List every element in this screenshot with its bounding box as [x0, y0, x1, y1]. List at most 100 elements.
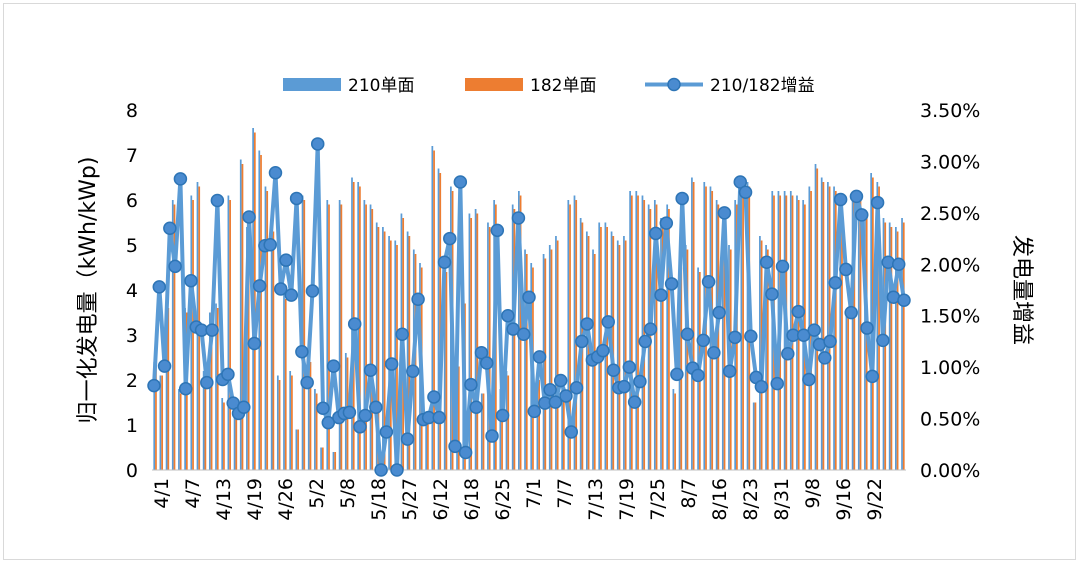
- gain-marker: [707, 345, 721, 360]
- bar-182: [309, 362, 312, 470]
- gain-marker: [738, 185, 753, 200]
- gain-marker: [659, 216, 674, 230]
- y-right-tick-label: 3.00%: [920, 151, 980, 173]
- bar-210: [394, 240, 397, 470]
- y-left-tick-label: 1: [126, 415, 138, 437]
- gain-marker: [796, 328, 811, 343]
- bar-182: [365, 204, 367, 470]
- bar-210: [202, 371, 205, 470]
- gain-marker: [305, 284, 320, 298]
- bar-210: [666, 204, 669, 470]
- bar-182: [334, 452, 337, 470]
- bar-210: [332, 452, 335, 470]
- gain-marker: [691, 368, 705, 383]
- bar-182: [878, 186, 880, 470]
- gain-marker: [596, 343, 610, 358]
- gain-marker: [443, 231, 457, 246]
- bar-210: [388, 236, 390, 470]
- bar-182: [192, 200, 194, 470]
- gain-marker: [522, 290, 536, 304]
- bar-210: [363, 200, 366, 470]
- x-tick-label: 9/22: [864, 478, 886, 521]
- bar-210: [437, 168, 440, 470]
- bar-182: [303, 200, 306, 470]
- bar-210: [876, 182, 879, 470]
- bar-210: [289, 371, 292, 470]
- gain-marker: [601, 315, 615, 329]
- gain-marker: [569, 380, 584, 395]
- gain-marker: [326, 359, 341, 373]
- bar-210: [283, 294, 285, 470]
- bar-182: [587, 236, 590, 470]
- gain-marker: [891, 257, 906, 272]
- bar-182: [859, 200, 862, 470]
- bar-210: [443, 267, 446, 470]
- gain-marker: [854, 208, 869, 222]
- bar-210: [888, 222, 891, 470]
- gain-marker: [474, 345, 489, 360]
- bar-210: [190, 195, 193, 470]
- bar-182: [668, 209, 670, 470]
- gain-marker: [353, 420, 367, 434]
- bar-182: [216, 308, 219, 470]
- gain-marker: [374, 463, 388, 477]
- gain-marker: [347, 317, 362, 331]
- legend-label-210: 210单面: [348, 76, 414, 96]
- gain-marker: [147, 378, 161, 393]
- bar-182: [841, 218, 843, 470]
- x-tick-label: 6/12: [430, 478, 452, 521]
- bar-210: [425, 411, 428, 470]
- left-axis-ticks: 0 1 2 3 4 5 6 7 8: [126, 100, 138, 482]
- gain-marker: [606, 363, 621, 377]
- gain-marker: [152, 280, 167, 294]
- bar-210: [870, 173, 873, 470]
- gain-marker: [437, 255, 452, 269]
- bar-182: [575, 200, 578, 470]
- bar-182: [902, 222, 905, 470]
- gain-marker: [358, 408, 373, 423]
- bar-182: [278, 380, 281, 470]
- gain-marker: [897, 293, 911, 308]
- bar-182: [155, 362, 157, 470]
- gain-marker: [833, 192, 848, 207]
- x-tick-label: 6/18: [461, 478, 483, 521]
- gain-marker: [617, 379, 631, 394]
- x-tick-label: 7/19: [616, 478, 638, 521]
- gain-marker: [543, 383, 557, 397]
- gain-marker: [876, 333, 890, 348]
- gain-marker: [649, 226, 663, 241]
- bar-210: [487, 222, 489, 470]
- bar-210: [307, 357, 310, 470]
- bar-210: [691, 177, 693, 470]
- y-left-tick-label: 8: [126, 100, 138, 122]
- gain-marker: [775, 259, 790, 274]
- bar-182: [291, 375, 293, 470]
- bar-210: [814, 164, 817, 470]
- bar-210: [314, 389, 316, 470]
- gain-marker: [717, 206, 732, 220]
- gain-marker: [849, 189, 864, 204]
- bar-182: [556, 240, 559, 470]
- bar-182: [754, 402, 757, 470]
- gain-marker: [274, 282, 288, 296]
- bar-210: [326, 200, 329, 470]
- gain-marker: [395, 327, 409, 341]
- gain-marker: [511, 211, 526, 225]
- x-tick-label: 9/8: [802, 478, 824, 509]
- bar-210: [208, 312, 211, 470]
- legend-swatch-gain-marker: [667, 77, 681, 92]
- gain-marker: [744, 329, 758, 344]
- gain-marker: [654, 288, 668, 302]
- legend-label-gain: 210/182增益: [710, 76, 815, 96]
- bar-210: [406, 231, 409, 470]
- bar-182: [550, 249, 553, 470]
- y-right-tick-label: 3.50%: [920, 100, 980, 122]
- y-right-tick-label: 2.00%: [920, 254, 980, 276]
- y-right-tick-label: 1.00%: [920, 357, 980, 379]
- bar-182: [297, 429, 299, 470]
- bar-210: [684, 245, 687, 470]
- bar-210: [499, 389, 502, 470]
- bar-210: [561, 384, 563, 470]
- gain-marker: [221, 367, 235, 382]
- bar-210: [276, 375, 279, 470]
